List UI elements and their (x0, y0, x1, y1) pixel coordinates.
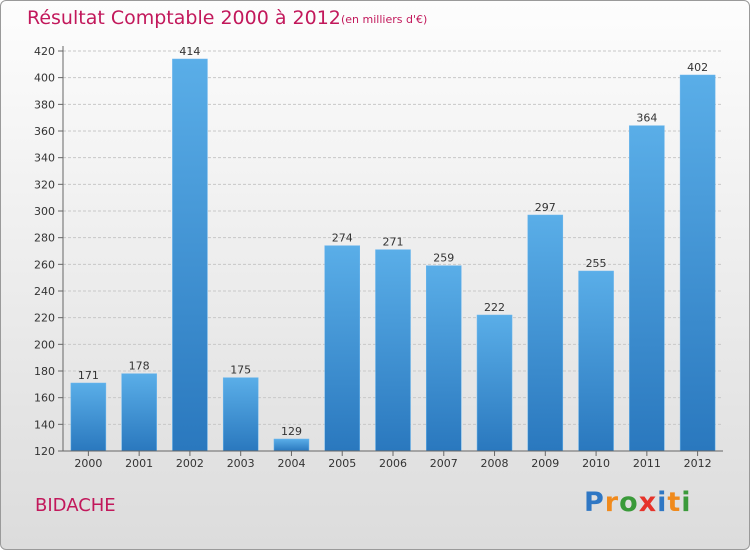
y-tick-label: 160 (34, 392, 55, 405)
data-label: 129 (281, 425, 302, 438)
bar-2003 (222, 377, 259, 452)
y-tick-label: 120 (34, 445, 55, 458)
y-tick-label: 400 (34, 72, 55, 85)
bar-2011 (629, 125, 665, 452)
logo-letter: i (681, 487, 692, 518)
data-label: 271 (383, 236, 404, 249)
data-label: 259 (433, 252, 454, 265)
y-tick-label: 220 (34, 312, 55, 325)
y-tick-label: 140 (34, 418, 55, 431)
bar-2002 (172, 58, 208, 452)
data-label: 171 (78, 369, 99, 382)
bar-2009 (527, 214, 564, 452)
data-label: 297 (535, 201, 556, 214)
chart-subtitle: (en milliers d'€) (341, 13, 428, 26)
x-tick-label: 2006 (379, 457, 407, 470)
data-label: 402 (687, 61, 708, 74)
y-tick-label: 340 (34, 152, 55, 165)
bar-2008 (476, 314, 513, 452)
data-label: 364 (636, 112, 657, 125)
chart-title: Résultat Comptable 2000 à 2012 (27, 7, 341, 29)
bar-2000 (70, 382, 107, 452)
x-tick-label: 2005 (328, 457, 356, 470)
x-tick-label: 2001 (125, 457, 153, 470)
x-tick-label: 2012 (684, 457, 712, 470)
x-tick-label: 2008 (481, 457, 509, 470)
data-label: 222 (484, 301, 505, 314)
y-tick-label: 360 (34, 125, 55, 138)
bar-2012 (679, 74, 716, 452)
x-tick-label: 2009 (531, 457, 559, 470)
bar-2005 (324, 245, 360, 452)
data-label: 414 (179, 45, 200, 58)
bar-2001 (121, 373, 157, 452)
y-tick-label: 260 (34, 258, 55, 271)
y-tick-label: 320 (34, 178, 55, 191)
y-tick-label: 280 (34, 232, 55, 245)
data-label: 255 (586, 257, 607, 270)
x-tick-label: 2007 (430, 457, 458, 470)
logo-letter: i (657, 487, 668, 518)
commune-name: BIDACHE (35, 495, 116, 516)
bar-2010 (578, 270, 614, 452)
bar-2004 (273, 438, 310, 452)
y-tick-label: 380 (34, 98, 55, 111)
bar-2006 (375, 249, 411, 452)
logo-letter: x (638, 487, 658, 518)
data-label: 274 (332, 232, 353, 245)
x-tick-label: 2004 (277, 457, 305, 470)
proxiti-logo: Proxiti (584, 487, 692, 518)
x-tick-label: 2011 (633, 457, 661, 470)
data-label: 178 (129, 360, 150, 373)
logo-letter: t (667, 487, 682, 518)
x-tick-label: 2010 (582, 457, 610, 470)
logo-letter: P (584, 487, 605, 518)
y-tick-label: 420 (34, 45, 55, 58)
y-tick-label: 300 (34, 205, 55, 218)
bar-2007 (426, 265, 462, 452)
logo-letter: o (619, 487, 639, 518)
x-tick-label: 2000 (74, 457, 102, 470)
y-tick-label: 240 (34, 285, 55, 298)
data-label: 175 (230, 364, 251, 377)
y-tick-label: 180 (34, 365, 55, 378)
y-tick-label: 200 (34, 338, 55, 351)
x-tick-label: 2002 (176, 457, 204, 470)
logo-letter: r (604, 487, 620, 518)
x-tick-label: 2003 (227, 457, 255, 470)
